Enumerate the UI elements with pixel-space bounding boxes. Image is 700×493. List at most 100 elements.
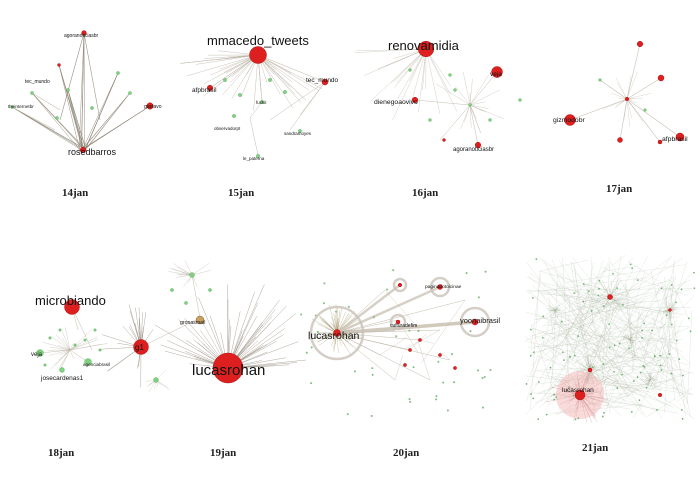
- network-edge: [31, 92, 87, 152]
- network-edge: [589, 368, 606, 371]
- node-label: fuckit: [256, 100, 267, 105]
- leaf-node: [561, 351, 564, 354]
- leaf-node: [184, 301, 188, 305]
- leaf-node: [641, 337, 644, 339]
- network-edge: [579, 324, 663, 419]
- leaf-node: [442, 381, 445, 384]
- network-edge: [463, 71, 471, 106]
- leaf-node: [642, 365, 645, 367]
- node-label: yoonaibrasil: [460, 316, 500, 325]
- leaf-node: [618, 342, 621, 345]
- network-edge: [526, 322, 550, 402]
- network-edge: [71, 306, 93, 351]
- node-label: observadorpt: [214, 126, 241, 131]
- network-edge: [650, 309, 681, 397]
- hub-node: [417, 40, 435, 58]
- leaf-node: [670, 323, 673, 326]
- network-edge: [641, 375, 651, 381]
- hub-node: [657, 392, 663, 398]
- network-edge: [626, 339, 631, 344]
- network-edge: [591, 257, 593, 324]
- network-edge: [336, 306, 343, 334]
- network-edge: [191, 274, 201, 319]
- leaf-node: [55, 116, 59, 120]
- leaf-node: [613, 344, 616, 347]
- leaf-node: [408, 329, 411, 332]
- network-edge: [629, 339, 634, 347]
- network-edge: [574, 268, 584, 341]
- network-edge: [394, 355, 403, 381]
- network-edge: [336, 319, 399, 334]
- hub-node: [146, 102, 154, 110]
- hub-node: [212, 352, 244, 384]
- node-label: josecardenas1: [40, 375, 84, 382]
- network-edge: [574, 277, 650, 286]
- panel-date-label: 16jan: [412, 187, 438, 199]
- network-edge: [649, 296, 694, 340]
- network-edge: [662, 294, 677, 338]
- node-label: dienegoaovivo: [374, 99, 418, 106]
- network-edge: [11, 106, 56, 131]
- hub-node: [195, 315, 205, 325]
- node-halo: [392, 277, 408, 293]
- network-edge: [539, 270, 636, 299]
- node-label: agenciabrasil: [83, 362, 110, 367]
- network-edge: [336, 332, 451, 361]
- network-edge: [175, 273, 193, 276]
- network-edge: [567, 283, 637, 366]
- network-edge: [57, 345, 71, 351]
- network-edge: [257, 54, 296, 95]
- leaf-node: [561, 320, 563, 323]
- network-edge: [667, 367, 689, 414]
- network-edge: [414, 99, 471, 106]
- leaf-node: [30, 91, 34, 95]
- network-edge: [571, 284, 628, 395]
- hub-node: [397, 282, 403, 288]
- network-edge: [464, 104, 471, 123]
- network-edge: [609, 344, 646, 385]
- leaf-node: [668, 353, 671, 355]
- network-edge: [176, 274, 193, 278]
- node-label: renovamidia: [388, 38, 460, 53]
- leaf-node: [651, 329, 653, 332]
- network-edge: [609, 329, 680, 408]
- node-halo: [429, 276, 451, 298]
- network-edge: [609, 290, 629, 298]
- network-edge: [336, 329, 441, 334]
- network-edge: [653, 291, 678, 391]
- network-edge: [551, 273, 558, 381]
- leaf-node: [598, 279, 601, 282]
- network-edge: [646, 387, 693, 417]
- leaf-node: [638, 399, 641, 402]
- hub-node: [442, 138, 446, 142]
- network-edge: [555, 291, 688, 398]
- network-edge: [439, 104, 471, 141]
- network-edge: [61, 337, 71, 351]
- node-halo: [459, 306, 491, 338]
- network-edge: [535, 344, 668, 404]
- network-edge: [538, 258, 683, 349]
- network-edge: [50, 335, 71, 351]
- network-edge: [85, 72, 119, 150]
- leaf-node: [591, 366, 594, 369]
- network-edge: [176, 266, 193, 276]
- network-edge: [590, 357, 648, 367]
- network-edge: [69, 339, 99, 351]
- network-edge: [661, 336, 692, 365]
- leaf-node: [530, 328, 532, 331]
- leaf-node: [628, 347, 630, 350]
- leaf-node: [681, 417, 684, 420]
- network-edge: [551, 280, 691, 340]
- leaf-node: [73, 343, 77, 347]
- network-edge: [591, 296, 611, 305]
- network-edge: [640, 350, 649, 368]
- network-edge: [649, 371, 652, 381]
- network-edge: [533, 327, 662, 391]
- network-edge: [328, 304, 338, 334]
- leaf-node: [656, 409, 658, 411]
- leaf-node: [603, 411, 605, 414]
- network-edge: [609, 296, 628, 310]
- network-edge: [548, 314, 562, 396]
- network-edge: [542, 288, 591, 387]
- hub-node: [321, 78, 329, 86]
